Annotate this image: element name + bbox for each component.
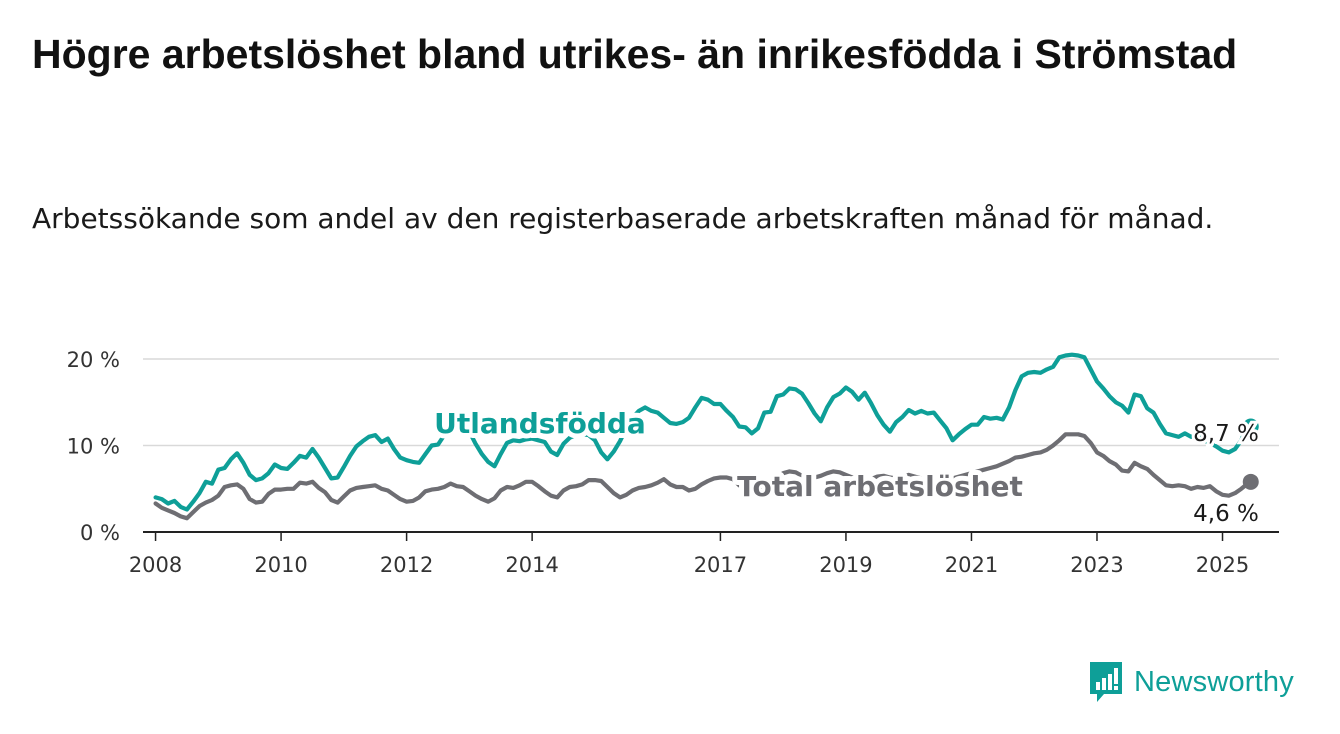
y-tick-label: 20 % (67, 348, 120, 372)
brand-name: Newsworthy (1134, 665, 1294, 698)
x-tick-label: 2021 (945, 553, 998, 577)
x-tick-label: 2010 (254, 553, 307, 577)
x-tick-label: 2019 (819, 553, 872, 577)
grid-lines (143, 358, 1279, 447)
x-tick-label: 2025 (1196, 553, 1249, 577)
newsworthy-logo: Newsworthy (1088, 660, 1294, 704)
chart-title: Högre arbetslöshet bland utrikes- än inr… (32, 31, 1238, 77)
bar-chart-logo-icon (1090, 662, 1122, 702)
series-lines (153, 352, 1259, 521)
series-name-label-0: Utlandsfödda (434, 407, 646, 440)
series-line-1 (153, 432, 1253, 521)
x-tick-label: 2017 (694, 553, 747, 577)
x-tick-label: 2008 (129, 553, 182, 577)
series-line-0 (153, 352, 1253, 512)
series-end-label-0: 8,7 % (1193, 421, 1259, 447)
x-tick-label: 2023 (1070, 553, 1123, 577)
series-end-label-1: 4,6 % (1193, 501, 1259, 527)
x-tick-label: 2014 (505, 553, 558, 577)
series-end-dot-1 (1242, 473, 1259, 490)
series-end-dot-0 (1242, 418, 1259, 435)
y-tick-label: 0 % (80, 521, 120, 545)
x-tick-label: 2012 (380, 553, 433, 577)
chart-subtitle: Arbetssökande som andel av den registerb… (32, 202, 1214, 235)
series-labels: Utlandsfödda Total arbetslöshet 8,7 % 4,6 % (429, 402, 1262, 530)
line-chart: 0 % 10 % 20 % 2008 2010 2012 2014 2017 2019 2021 2… (67, 348, 1279, 577)
x-axis: 0 % 10 % 20 % 2008 2010 2012 2014 2017 2019 2021 2… (67, 348, 1279, 577)
y-tick-label: 10 % (67, 435, 120, 459)
series-name-label-1: Total arbetslöshet (737, 470, 1023, 503)
